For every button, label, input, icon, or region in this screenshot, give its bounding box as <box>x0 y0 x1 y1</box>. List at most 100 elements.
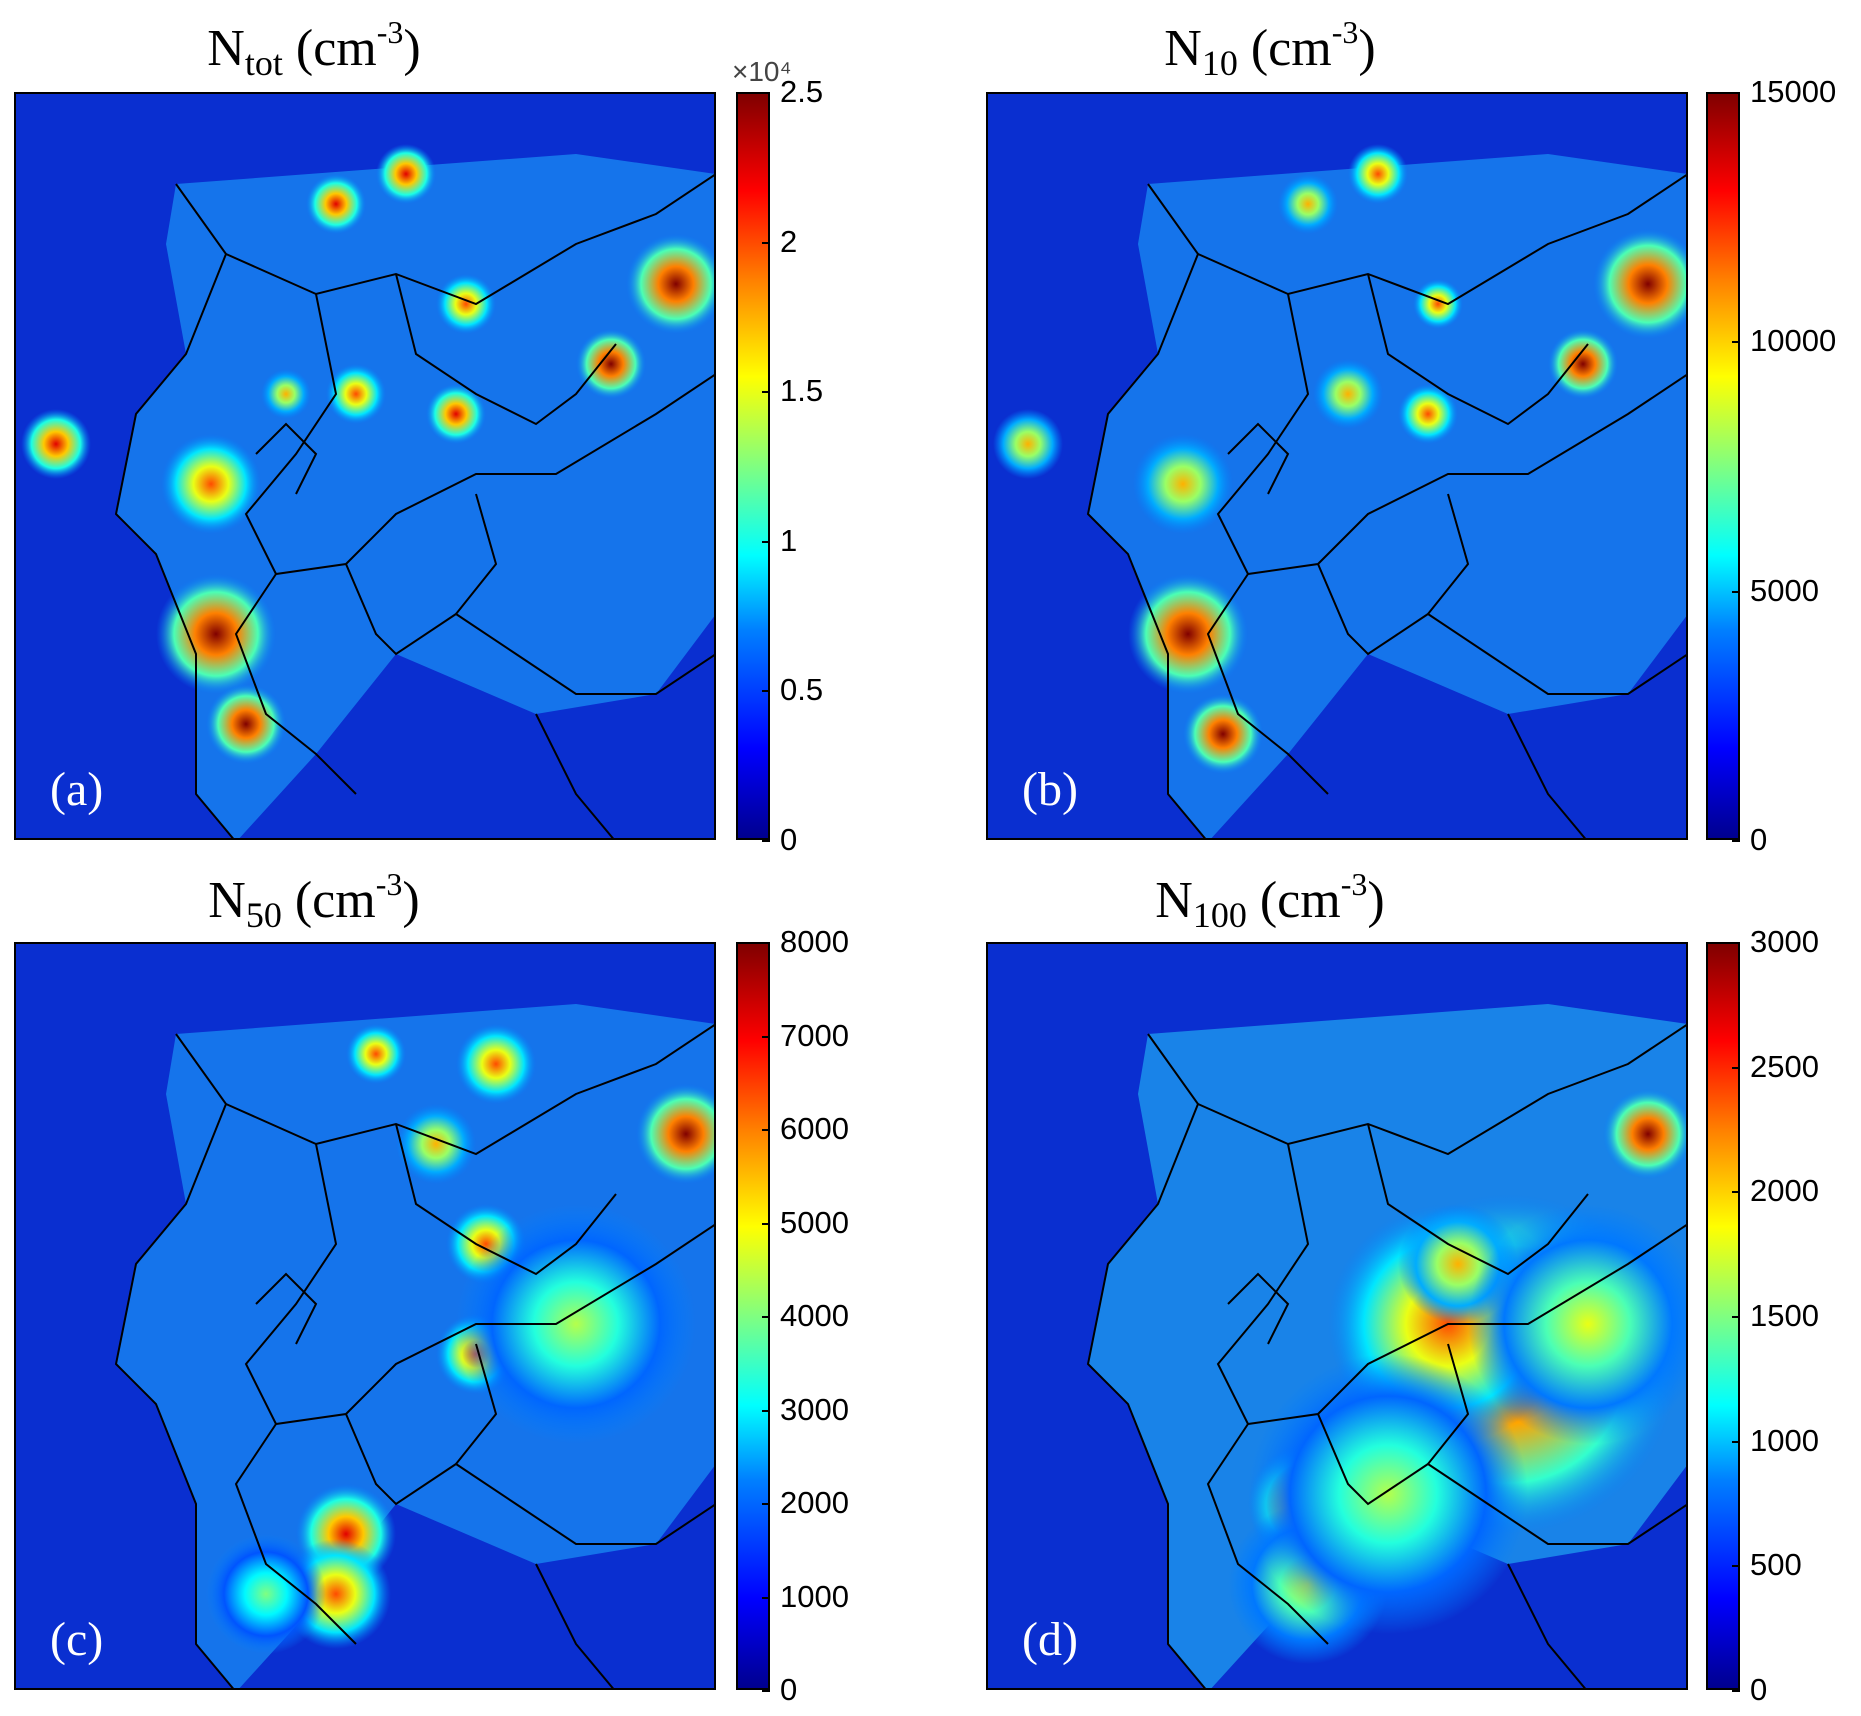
colorbar-tick-label: 0.5 <box>780 672 824 708</box>
colorbar-tick-mark <box>762 92 770 94</box>
country-border <box>345 1413 714 1545</box>
country-border <box>255 1272 318 1345</box>
concentration-map <box>16 944 714 1688</box>
colorbar-tick-label: 0 <box>1750 822 1768 857</box>
concentration-hotspot <box>156 574 276 694</box>
concentration-hotspot <box>1278 174 1338 234</box>
country-border <box>395 1123 617 1276</box>
colorbar-tick-label: 8000 <box>780 924 849 959</box>
concentration-hotspot <box>436 274 496 334</box>
colorbar-tick-label: 2000 <box>1750 1173 1819 1209</box>
concentration-hotspot <box>426 384 486 444</box>
country-border <box>1317 1413 1686 1545</box>
colorbar-tick-label: 1000 <box>1750 1422 1819 1458</box>
colorbar-tick-label: 6000 <box>780 1111 849 1146</box>
concentration-hotspot <box>396 1104 476 1184</box>
country-border <box>1086 1033 1206 1688</box>
country-border <box>234 1423 357 1645</box>
colorbar-tick-mark <box>762 840 770 842</box>
country-border <box>114 183 234 838</box>
country-border <box>1367 1123 1589 1276</box>
colorbar-tick-mark <box>762 1035 770 1038</box>
concentration-hotspot <box>161 434 261 534</box>
colorbar-tick-mark <box>762 942 770 944</box>
colorbar-tick-mark <box>1732 341 1740 344</box>
land-field <box>116 1004 714 1688</box>
country-border <box>345 563 714 695</box>
concentration-hotspot <box>1348 144 1408 204</box>
country-border <box>1367 273 1589 426</box>
panel-c-map <box>14 942 716 1690</box>
country-border <box>255 422 318 495</box>
country-border <box>1427 1343 1470 1465</box>
colorbar-tick-mark <box>1732 1690 1740 1692</box>
colorbar-tick-label: 1500 <box>1750 1298 1819 1333</box>
colorbar-tick-label: 2500 <box>1750 1048 1819 1084</box>
colorbar-tick-label: 4000 <box>780 1298 849 1333</box>
colorbar-tick-label: 0 <box>1750 1672 1768 1707</box>
colorbar-tick-label: 1 <box>780 522 798 558</box>
colorbar-tick-mark <box>1732 1440 1740 1443</box>
panel-a-map <box>14 92 716 840</box>
concentration-hotspot <box>346 1024 406 1084</box>
concentration-map <box>988 944 1686 1688</box>
concentration-hotspot <box>326 364 386 424</box>
colorbar-tick-mark <box>1732 1191 1740 1194</box>
country-border <box>455 493 498 615</box>
colorbar-tick-mark <box>762 1409 770 1412</box>
concentration-hotspot <box>1183 694 1263 774</box>
panel-c-title: N50 (cm-3) <box>208 866 420 935</box>
panel-a-colorbar <box>736 92 770 840</box>
colorbar-tick-mark <box>762 1690 770 1692</box>
colorbar-tick-mark <box>762 1503 770 1505</box>
colorbar-tick-mark <box>762 241 770 244</box>
country-border <box>114 1033 234 1688</box>
colorbar-tick-label: 1000 <box>780 1578 849 1614</box>
colorbar-tick-label: 1.5 <box>780 373 824 409</box>
concentration-hotspot <box>636 1084 714 1184</box>
concentration-hotspot <box>1593 229 1686 339</box>
concentration-hotspot <box>456 1024 536 1104</box>
country-border <box>234 573 357 795</box>
colorbar-tick-mark <box>762 1596 770 1599</box>
concentration-hotspot <box>993 409 1063 479</box>
country-border <box>395 273 617 426</box>
concentration-hotspot <box>1313 359 1383 429</box>
concentration-hotspot <box>261 369 311 419</box>
country-border <box>455 1343 498 1465</box>
panel-d-map <box>986 942 1688 1690</box>
colorbar-tick-mark <box>1732 840 1740 842</box>
colorbar-tick-label: 2 <box>780 223 798 259</box>
colorbar-tick-mark <box>1732 1565 1740 1568</box>
concentration-hotspot <box>576 329 646 399</box>
country-border <box>1227 422 1290 495</box>
panel-a-label: (a) <box>50 763 104 816</box>
colorbar-tick-mark <box>762 1129 770 1131</box>
concentration-hotspot <box>626 234 714 334</box>
colorbar-tick-mark <box>762 1316 770 1318</box>
colorbar-tick-mark <box>1732 92 1740 94</box>
concentration-hotspot <box>1413 279 1463 329</box>
panel-d-label: (d) <box>1022 1613 1078 1666</box>
concentration-hotspot <box>1128 574 1248 694</box>
country-border <box>535 1563 614 1688</box>
country-border <box>1317 563 1686 695</box>
concentration-hotspot <box>1548 329 1618 399</box>
concentration-hotspot <box>206 1534 326 1654</box>
panel-a-colorbar-scale: ×10⁴ <box>732 56 792 87</box>
colorbar-tick-label: 10000 <box>1750 323 1837 359</box>
panel-c-label: (c) <box>50 1613 104 1666</box>
country-border <box>1227 1272 1290 1345</box>
panel-b-map <box>986 92 1688 840</box>
concentration-hotspot <box>1248 1354 1528 1634</box>
colorbar-tick-label: 0 <box>780 822 798 857</box>
colorbar-tick-label: 5000 <box>1750 572 1819 608</box>
country-border <box>1206 1423 1329 1645</box>
colorbar-tick-mark <box>762 391 770 394</box>
panel-b-label: (b) <box>1022 763 1078 816</box>
panel-b-colorbar <box>1706 92 1740 840</box>
colorbar-tick-label: 7000 <box>780 1017 849 1053</box>
colorbar-tick-label: 3000 <box>1750 924 1819 959</box>
country-border <box>1427 493 1470 615</box>
concentration-hotspot <box>1603 1089 1686 1179</box>
